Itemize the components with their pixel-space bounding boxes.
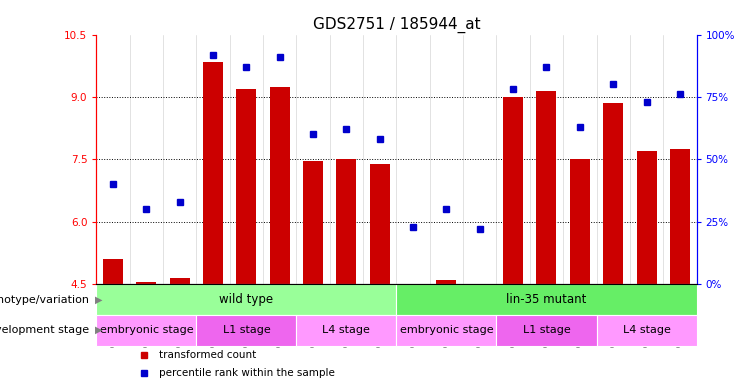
Text: lin-35 mutant: lin-35 mutant — [506, 293, 587, 306]
Bar — [236, 89, 256, 284]
Bar — [496, 315, 597, 346]
Bar — [136, 282, 156, 284]
Text: ▶: ▶ — [95, 295, 102, 305]
Bar — [270, 86, 290, 284]
Text: L4 stage: L4 stage — [322, 325, 370, 335]
Text: embryonic stage: embryonic stage — [99, 325, 193, 335]
Text: ▶: ▶ — [95, 325, 102, 335]
Bar — [96, 315, 196, 346]
Text: percentile rank within the sample: percentile rank within the sample — [159, 367, 335, 377]
Bar — [396, 284, 697, 315]
Text: L4 stage: L4 stage — [622, 325, 671, 335]
Text: wild type: wild type — [219, 293, 273, 306]
Text: development stage: development stage — [0, 325, 89, 335]
Title: GDS2751 / 185944_at: GDS2751 / 185944_at — [313, 17, 480, 33]
Bar — [503, 97, 523, 284]
Bar — [670, 149, 690, 284]
Bar — [203, 61, 223, 284]
Bar — [396, 315, 496, 346]
Bar — [170, 278, 190, 284]
Text: L1 stage: L1 stage — [522, 325, 571, 335]
Text: embryonic stage: embryonic stage — [399, 325, 494, 335]
Bar — [597, 315, 697, 346]
Text: genotype/variation: genotype/variation — [0, 295, 89, 305]
Bar — [536, 91, 556, 284]
Bar — [336, 159, 356, 284]
Bar — [370, 164, 390, 284]
Bar — [296, 315, 396, 346]
Bar — [570, 159, 590, 284]
Bar — [196, 315, 296, 346]
Bar — [436, 280, 456, 284]
Bar — [637, 151, 657, 284]
Bar — [96, 284, 396, 315]
Bar — [603, 103, 623, 284]
Bar — [103, 259, 123, 284]
Text: L1 stage: L1 stage — [222, 325, 270, 335]
Bar — [303, 161, 323, 284]
Text: transformed count: transformed count — [159, 350, 256, 360]
